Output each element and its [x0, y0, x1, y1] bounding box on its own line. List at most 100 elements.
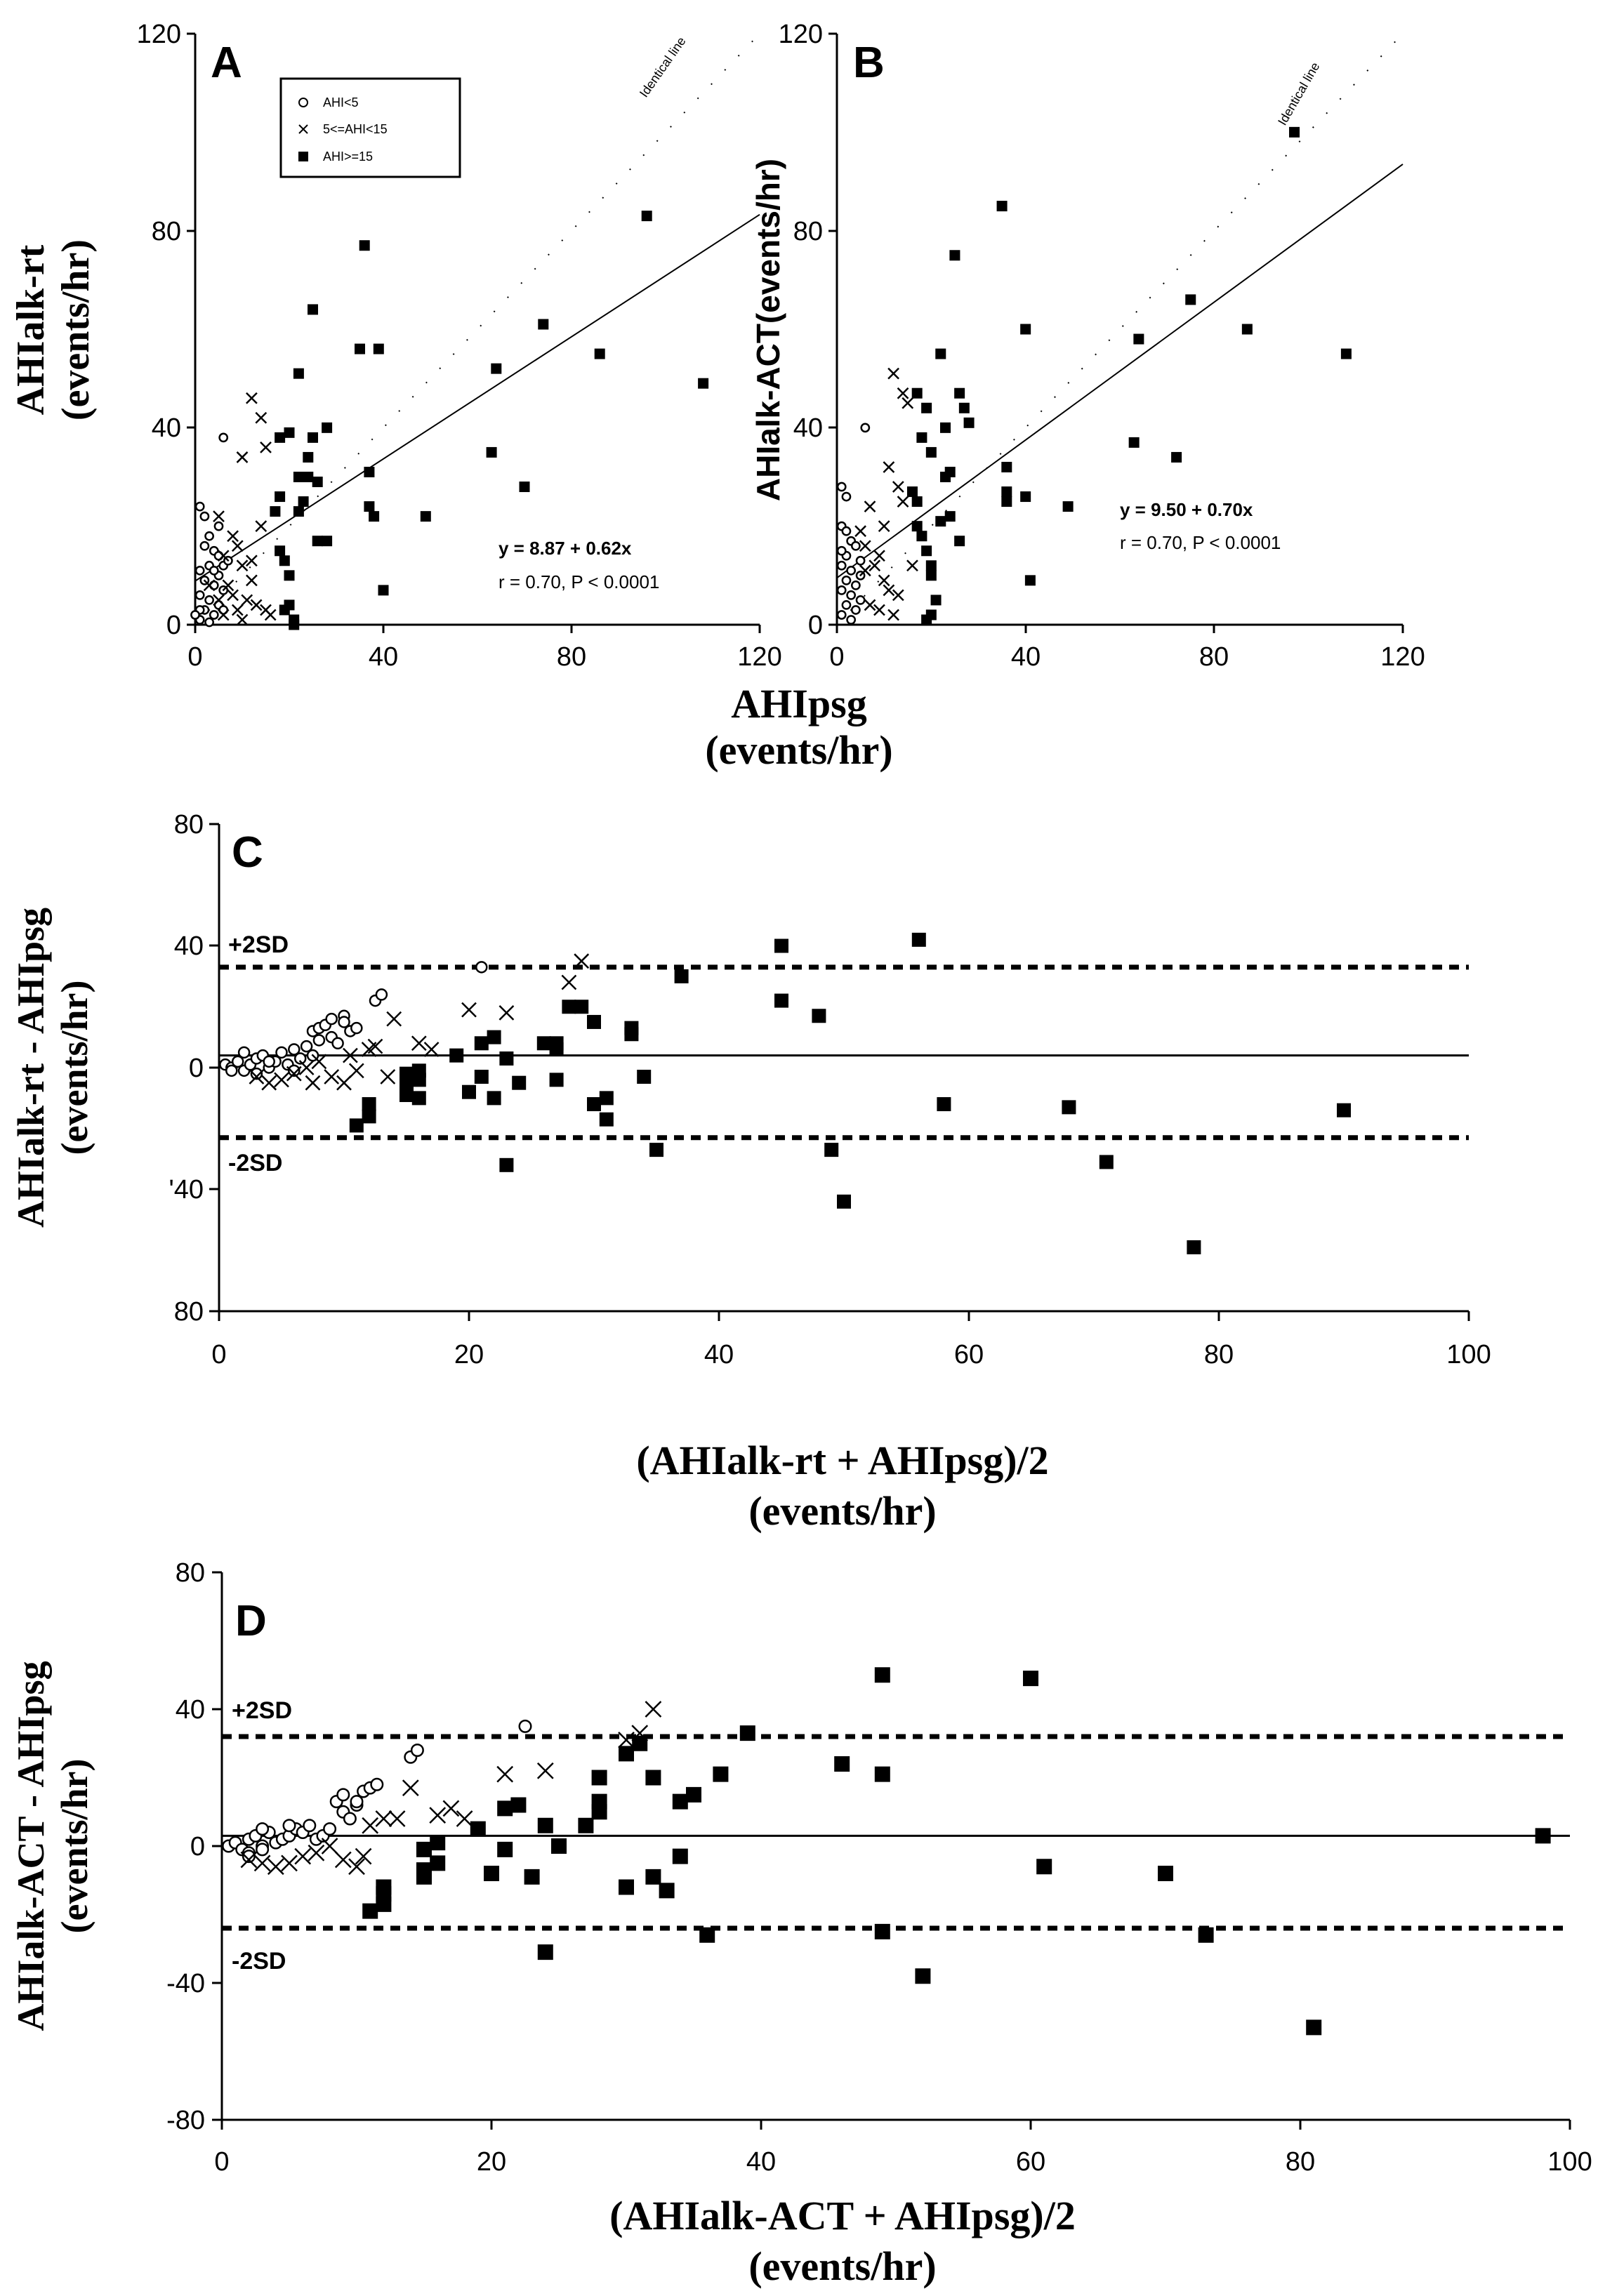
data-point-square: [484, 1866, 499, 1881]
panel-b-ytick: 80: [793, 217, 823, 246]
data-point-square: [911, 387, 923, 399]
data-point-square: [279, 555, 290, 566]
data-point-square: [486, 446, 497, 458]
data-point-circle: [194, 565, 205, 576]
data-point-square: [921, 614, 932, 625]
data-point-square: [935, 348, 946, 359]
data-point-square: [312, 536, 323, 547]
data-point-circle: [312, 1034, 326, 1047]
data-point-square: [474, 1036, 489, 1051]
regression-equation: y = 9.50 + 0.70x: [1120, 499, 1253, 520]
panel-c-plot-area: [219, 932, 1469, 1254]
data-point-cross: [227, 530, 239, 543]
data-point-circle: [275, 1046, 288, 1059]
data-point-cross: [217, 609, 230, 621]
data-point-square: [1337, 1103, 1351, 1117]
regression-equation: y = 8.87 + 0.62x: [498, 538, 632, 559]
identity-line-label: Identical line: [637, 34, 689, 100]
data-point-circle: [836, 560, 847, 571]
data-point-circle: [850, 540, 861, 551]
data-point-square: [497, 1841, 513, 1857]
data-point-square: [373, 343, 384, 354]
data-point-square: [645, 1770, 661, 1786]
panel-d-label: D: [235, 1597, 267, 1645]
data-point-circle: [836, 585, 847, 595]
data-point-square: [1099, 1155, 1114, 1169]
data-point-square: [369, 511, 380, 522]
data-point-circle: [841, 526, 852, 536]
data-point-cross: [311, 1054, 327, 1070]
data-point-square: [649, 1143, 663, 1157]
data-point-cross: [264, 609, 277, 621]
data-point-cross: [574, 953, 590, 969]
panel-c-xtick: 40: [704, 1340, 734, 1369]
data-point-circle: [204, 617, 214, 628]
data-point-square: [874, 1667, 890, 1683]
data-point-square: [713, 1766, 729, 1782]
panel-c-ylabel-2: (events/hr): [53, 981, 95, 1155]
data-point-square: [1020, 324, 1031, 335]
data-point-square: [944, 511, 956, 522]
data-point-square: [293, 472, 304, 482]
data-point-cross: [240, 1851, 258, 1869]
panel-d-ylabel-1: AHIalk-ACT - AHIpsg: [10, 1661, 52, 2031]
data-point-square: [624, 1021, 639, 1035]
data-point-circle: [343, 1812, 357, 1826]
data-point-square: [1024, 575, 1036, 586]
data-point-square: [619, 1746, 634, 1762]
data-point-square: [1171, 451, 1182, 463]
data-point-cross: [343, 1047, 358, 1063]
identity-line-label: Identical line: [1275, 60, 1322, 128]
data-point-square: [362, 1109, 376, 1124]
data-point-cross: [298, 1060, 315, 1075]
data-point-square: [510, 1797, 527, 1813]
data-point-square: [376, 1879, 392, 1895]
data-point-square: [1023, 1671, 1038, 1687]
data-point-square: [487, 1030, 501, 1044]
data-point-square: [874, 1923, 890, 1939]
data-point-square: [911, 521, 923, 532]
data-point-circle: [850, 605, 861, 615]
data-point-square: [1198, 1927, 1214, 1943]
data-point-cross: [380, 1069, 396, 1084]
data-point-square: [672, 1848, 688, 1864]
data-point-square: [637, 1070, 652, 1084]
data-point-square: [874, 1766, 890, 1782]
panel-c-label: C: [232, 828, 263, 877]
data-point-square: [303, 451, 314, 463]
data-point-square: [599, 1091, 614, 1106]
data-point-circle: [250, 1067, 263, 1080]
data-point-cross: [386, 1011, 402, 1027]
data-point-circle: [841, 575, 852, 585]
data-point-square: [587, 1097, 601, 1112]
data-point-circle: [194, 590, 205, 600]
data-point-cross: [897, 387, 909, 399]
data-point-cross: [267, 1858, 284, 1876]
data-point-square: [1001, 486, 1012, 498]
data-point-circle: [370, 1777, 384, 1791]
data-point-cross: [294, 1847, 312, 1865]
panel-a-label: A: [211, 39, 242, 87]
data-point-circle: [846, 590, 857, 600]
data-point-square: [364, 466, 375, 477]
data-point-cross: [456, 1810, 473, 1827]
data-point-cross: [878, 574, 890, 587]
panel-d-ytick: -40: [166, 1969, 205, 1998]
data-point-circle: [323, 1822, 337, 1836]
data-point-circle: [218, 432, 229, 443]
data-point-square: [672, 1793, 688, 1810]
data-point-square: [591, 1793, 607, 1810]
panel-b: B 120 80 40 0 0 40 80 120 AHIalk-ACT(eve…: [750, 20, 1425, 672]
data-point-cross: [902, 397, 914, 409]
data-point-square: [411, 1091, 426, 1106]
data-point-square: [499, 1157, 514, 1172]
data-point-circle: [375, 988, 388, 1001]
data-point-cross: [402, 1779, 419, 1797]
data-point-square: [911, 932, 926, 947]
data-point-circle: [846, 615, 857, 625]
panel-a-ytick: 80: [152, 217, 181, 246]
panel-c-xtick: 60: [954, 1340, 984, 1369]
data-point-square: [599, 1112, 614, 1127]
data-point-cross: [308, 1844, 325, 1862]
data-point-square: [837, 1194, 851, 1209]
